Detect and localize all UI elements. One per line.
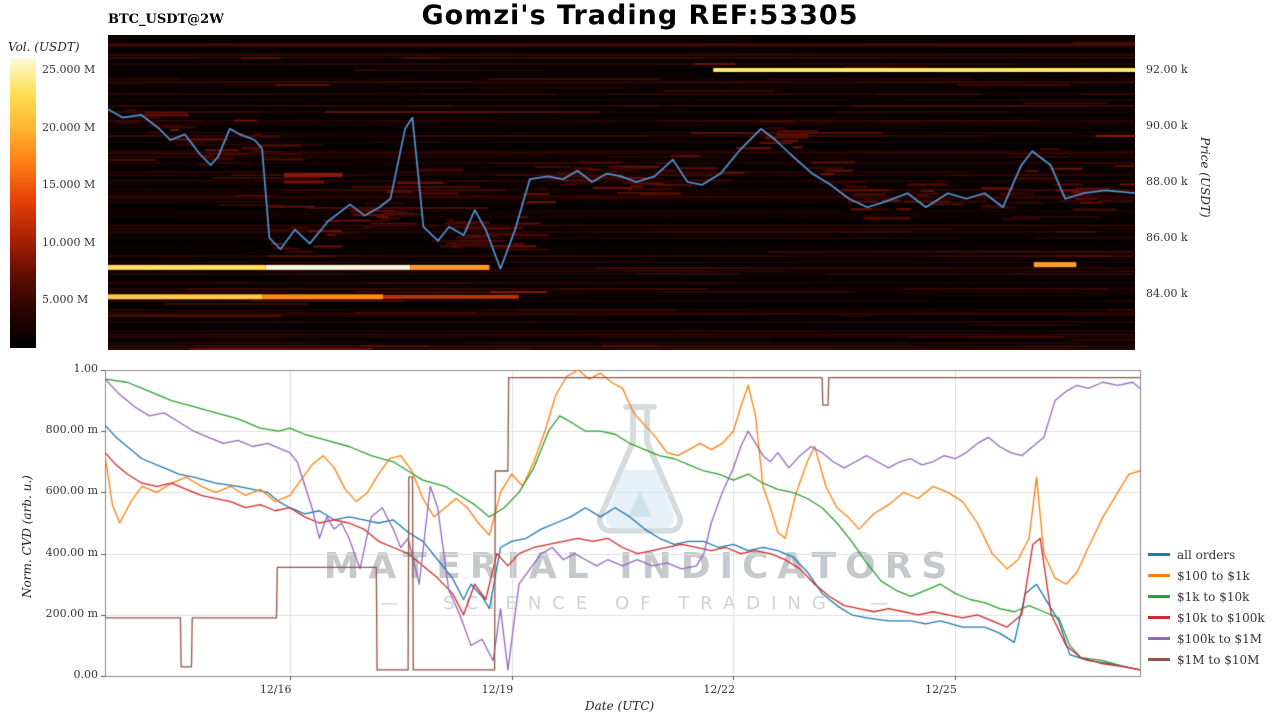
- cvd-y-tick-label: 600.00 m: [45, 484, 98, 498]
- legend: all orders $100 to $1k $1k to $10k $10k to …: [1148, 544, 1265, 670]
- cvd-y-axis-label: Norm. CVD (arb. u.): [20, 475, 34, 598]
- symbol-label: BTC_USDT@2W: [108, 12, 224, 27]
- price-axis-label: Price (USDT): [1198, 137, 1212, 218]
- legend-swatch: [1148, 616, 1170, 619]
- colorbar-tick-label: 25.000 M: [42, 63, 96, 76]
- colorbar-tick-label: 5.000 M: [42, 293, 89, 306]
- price-tick-label: 86.00 k: [1146, 231, 1188, 244]
- legend-swatch: [1148, 637, 1170, 640]
- legend-label: $100 to $1k: [1177, 568, 1250, 583]
- cvd-y-tick-label: 200.00 m: [45, 606, 98, 620]
- legend-swatch: [1148, 553, 1170, 556]
- legend-item-2: $1k to $10k: [1148, 586, 1265, 607]
- cvd-y-tick-label: 0.00: [73, 668, 99, 681]
- legend-swatch: [1148, 595, 1170, 598]
- cvd-y-tick-label: 800.00 m: [45, 423, 98, 437]
- cvd-y-tick-label: 400.00 m: [45, 545, 98, 559]
- legend-label: $100k to $1M: [1177, 631, 1263, 646]
- legend-item-3: $10k to $100k: [1148, 607, 1265, 628]
- price-tick-label: 90.00 k: [1146, 119, 1188, 132]
- legend-label: $1k to $10k: [1177, 589, 1250, 604]
- legend-swatch: [1148, 574, 1170, 577]
- colorbar-tick-label: 20.000 M: [42, 120, 96, 134]
- cvd-x-axis-label: Date (UTC): [585, 699, 655, 713]
- cvd-x-tick-label: 12/25: [925, 683, 957, 696]
- cvd-chart-canvas: [0, 360, 1280, 720]
- price-tick-label: 88.00 k: [1146, 175, 1188, 188]
- legend-swatch: [1148, 658, 1170, 661]
- legend-label: $1M to $10M: [1177, 652, 1260, 667]
- liquidity-heatmap-canvas: [108, 35, 1135, 350]
- cvd-x-tick-label: 12/22: [703, 683, 736, 696]
- legend-label: $10k to $100k: [1177, 610, 1265, 625]
- cvd-x-tick-label: 12/19: [481, 683, 514, 696]
- price-tick-label: 92.00 k: [1146, 63, 1188, 76]
- cvd-y-tick-label: 1.00: [73, 362, 99, 375]
- legend-item-1: $100 to $1k: [1148, 565, 1265, 586]
- cvd-x-tick-label: 12/16: [259, 683, 292, 696]
- volume-colorbar: [10, 58, 36, 348]
- page-title: Gomzi's Trading REF:53305: [421, 0, 859, 31]
- legend-label: all orders: [1177, 547, 1236, 562]
- colorbar-tick-label: 15.000 M: [42, 178, 96, 191]
- colorbar-tick-label: 10.000 M: [42, 235, 96, 249]
- colorbar-axis-label: Vol. (USDT): [8, 40, 80, 54]
- legend-item-5: $1M to $10M: [1148, 649, 1265, 670]
- price-tick-label: 84.00 k: [1146, 287, 1188, 300]
- legend-item-4: $100k to $1M: [1148, 628, 1265, 649]
- legend-item-0: all orders: [1148, 544, 1265, 565]
